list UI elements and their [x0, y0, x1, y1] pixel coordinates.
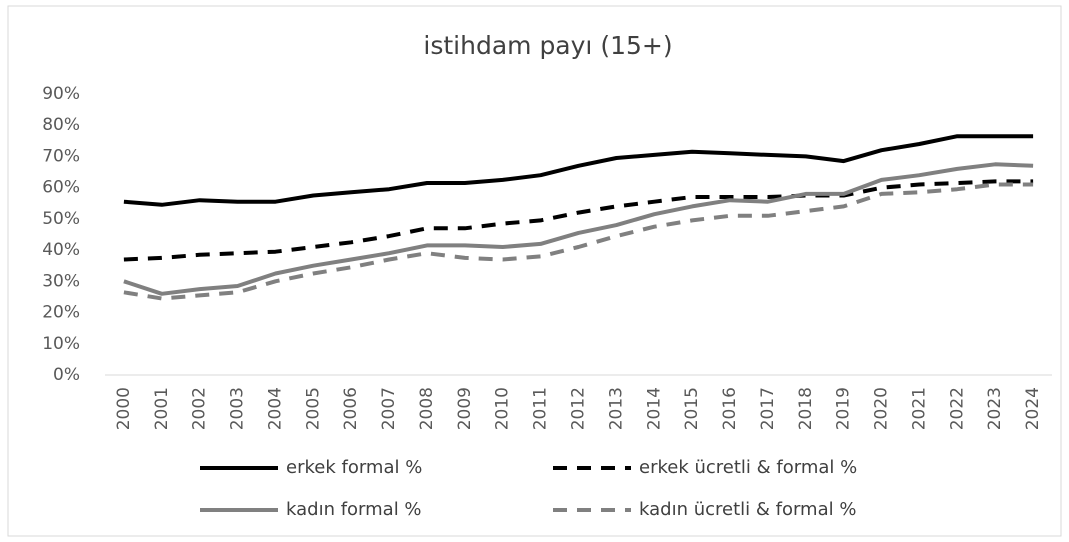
y-tick-label: 40%: [42, 240, 80, 260]
series-line: [123, 179, 1034, 262]
x-tick-label: 2019: [834, 387, 854, 430]
y-tick-label: 0%: [53, 365, 80, 385]
x-tick-label: 2023: [985, 387, 1005, 430]
x-tick-label: 2014: [644, 387, 664, 430]
x-tick-label: 2009: [455, 387, 475, 430]
x-tick-label: 2007: [379, 387, 399, 430]
x-tick-label: 2020: [872, 387, 892, 430]
x-tick-label: 2018: [796, 387, 816, 430]
legend-label: kadın formal %: [286, 499, 422, 520]
chart-border: [7, 5, 1062, 537]
x-tick-label: 2010: [493, 387, 513, 430]
x-tick-label: 2011: [531, 387, 551, 430]
x-tick-label: 2021: [909, 387, 929, 430]
y-tick-label: 10%: [42, 334, 80, 354]
legend-label: erkek ücretli & formal %: [639, 457, 857, 478]
x-tick-label: 2012: [569, 387, 589, 430]
x-tick-label: 2000: [114, 387, 134, 430]
x-tick-label: 2001: [152, 387, 172, 430]
legend-label: kadın ücretli & formal %: [639, 499, 856, 520]
x-tick-label: 2006: [341, 387, 361, 430]
x-tick-label: 2024: [1023, 387, 1043, 430]
x-tick-label: 2004: [265, 387, 285, 430]
chart-title: istihdam payı (15+): [423, 31, 672, 60]
x-tick-label: 2017: [758, 387, 778, 430]
series-line: [123, 162, 1034, 296]
x-tick-label: 2016: [720, 387, 740, 430]
legend-label: erkek formal %: [286, 457, 422, 478]
x-tick-label: 2015: [682, 387, 702, 430]
x-tick-label: 2005: [303, 387, 323, 430]
y-tick-label: 70%: [42, 146, 80, 166]
y-tick-label: 90%: [42, 84, 80, 104]
x-tick-label: 2002: [190, 387, 210, 430]
y-tick-label: 50%: [42, 209, 80, 229]
y-tick-label: 60%: [42, 178, 80, 198]
x-tick-label: 2013: [606, 387, 626, 430]
y-tick-label: 30%: [42, 271, 80, 291]
x-tick-label: 2008: [417, 387, 437, 430]
y-tick-label: 20%: [42, 303, 80, 323]
series-line: [123, 134, 1034, 207]
y-tick-label: 80%: [42, 115, 80, 135]
series-line: [123, 182, 1034, 301]
x-tick-label: 2003: [228, 387, 248, 430]
x-tick-label: 2022: [947, 387, 967, 430]
